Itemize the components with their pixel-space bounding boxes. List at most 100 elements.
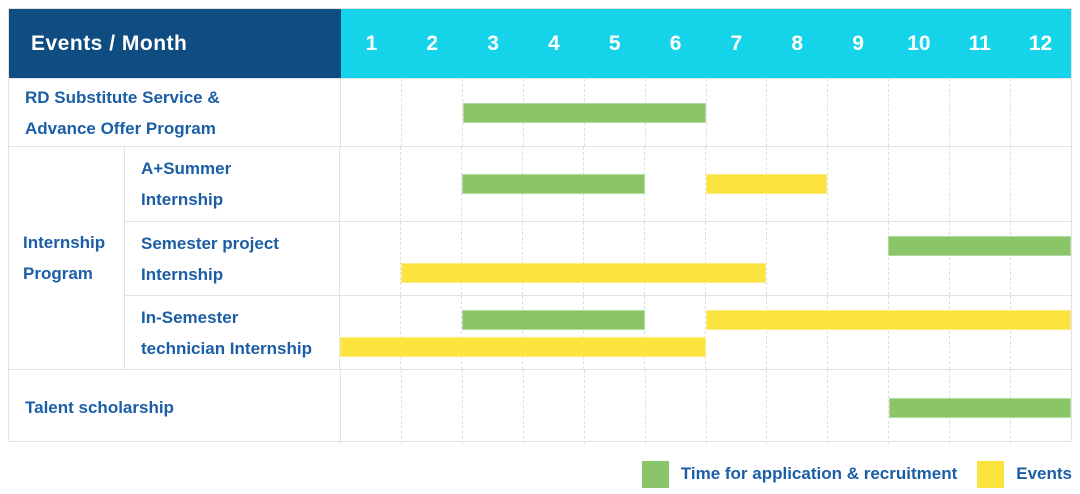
month-gridline-cell: [523, 222, 584, 295]
month-gridline-cell: [463, 370, 524, 444]
month-gridlines: [341, 79, 1071, 146]
month-gridline-cell: [462, 222, 523, 295]
month-gridline-cell: [646, 370, 707, 444]
timeline-lane-area: [340, 222, 1071, 295]
month-gridlines: [340, 296, 1071, 369]
month-gridline-cell: [707, 79, 768, 146]
row-label-line: RD Substitute Service &: [25, 87, 220, 107]
month-header-cell: 10: [907, 31, 931, 55]
table-row: In-Semester technician Internship: [125, 295, 1071, 369]
month-gridline-cell: [584, 222, 645, 295]
month-gridline-cell: [341, 370, 402, 444]
month-header-cell: 8: [791, 31, 804, 55]
month-header-cell: 7: [730, 31, 743, 55]
row-label: Semester project Internship: [125, 222, 340, 295]
month-gridline-cell: [340, 147, 401, 221]
month-gridline-cell: [340, 296, 401, 369]
month-gridline-cell: [707, 370, 768, 444]
green-timeline-bar: [461, 310, 645, 330]
group-label: Internship Program: [9, 147, 125, 369]
yellow-timeline-bar: [340, 337, 706, 357]
month-header-cell: 1: [365, 31, 378, 55]
green-timeline-bar: [888, 236, 1071, 256]
row-label-line: In-Semester: [141, 307, 239, 327]
month-gridline-cell: [402, 370, 463, 444]
month-gridline-cell: [706, 222, 767, 295]
legend-label: Events: [1016, 464, 1072, 483]
group-label-line: Program: [23, 264, 93, 283]
timeline-lane-area: [340, 147, 1071, 221]
timeline-lane-area: [340, 296, 1071, 369]
month-gridline-cell: [1011, 147, 1071, 221]
month-header-cell: 11: [968, 31, 991, 55]
month-gridline-cell: [523, 296, 584, 369]
month-header-cell: 12: [1028, 31, 1053, 55]
green-timeline-bar: [888, 398, 1071, 418]
month-gridline-cell: [340, 222, 401, 295]
table-group-row: Internship Program A+Summer Internship Semes…: [9, 146, 1071, 369]
row-label: Talent scholarship: [9, 370, 341, 444]
legend-item: Time for application & recruitment: [641, 460, 957, 488]
month-header-cell: 9: [852, 31, 864, 55]
month-header-cell: 4: [548, 31, 560, 55]
row-label: In-Semester technician Internship: [125, 296, 340, 369]
month-gridline-cell: [1011, 79, 1071, 146]
table-body: RD Substitute Service & Advance Offer Pro…: [9, 78, 1071, 444]
row-label-line: technician Internship: [141, 338, 312, 358]
month-gridline-cell: [828, 79, 890, 146]
month-gridline-cell: [828, 370, 890, 444]
timeline-lane-area: [341, 79, 1071, 146]
month-gridline-cell: [645, 296, 706, 369]
month-header-cell: 3: [487, 31, 499, 55]
table-header-row: Events / Month 1 2 3 4 5 6 7 8 9 10 11 12: [9, 9, 1071, 78]
month-header-cell: 5: [608, 31, 621, 55]
month-gridlines: [340, 222, 1071, 295]
month-header-cell: 2: [426, 31, 439, 55]
row-label: A+Summer Internship: [125, 147, 340, 221]
row-label-line: Internship: [141, 264, 224, 284]
month-gridline-cell: [828, 222, 889, 295]
month-gridline-cell: [767, 296, 828, 369]
green-timeline-bar: [462, 103, 706, 123]
month-gridline-cell: [1011, 296, 1071, 369]
row-label-line: A+Summer: [141, 159, 232, 178]
month-gridline-cell: [828, 147, 889, 221]
table-row: RD Substitute Service & Advance Offer Pro…: [9, 78, 1071, 146]
timeline-lane-area: [341, 370, 1071, 444]
events-month-header-cell: Events / Month: [9, 9, 341, 78]
month-gridline-cell: [950, 296, 1011, 369]
month-gridline-cell: [889, 147, 950, 221]
month-gridline-cell: [645, 222, 706, 295]
group-sub-rows: A+Summer Internship Semester project Intern…: [125, 147, 1071, 369]
month-gridline-cell: [889, 222, 950, 295]
legend: Time for application & recruitment Events: [641, 458, 1072, 490]
row-label: RD Substitute Service & Advance Offer Pro…: [9, 79, 341, 146]
month-gridline-cell: [584, 296, 645, 369]
month-gridline-cell: [889, 296, 950, 369]
green-legend-swatch-icon: [641, 460, 669, 488]
month-gridline-cell: [767, 370, 829, 444]
month-gridline-cell: [401, 296, 462, 369]
month-gridline-cell: [1011, 222, 1071, 295]
month-gridline-cell: [524, 370, 585, 444]
month-gridline-cell: [950, 222, 1011, 295]
row-label-line: Semester project: [141, 233, 279, 253]
month-gridline-cell: [401, 222, 462, 295]
group-label-line: Internship: [23, 233, 106, 252]
month-gridline-cell: [462, 296, 523, 369]
month-gridline-cell: [950, 79, 1012, 146]
month-header-cell: 6: [669, 31, 682, 55]
month-gridline-cell: [767, 222, 828, 295]
month-gridline-cell: [341, 79, 402, 146]
month-gridline-cell: [402, 79, 463, 146]
table-row: A+Summer Internship: [125, 147, 1071, 221]
month-header-strip: 1 2 3 4 5 6 7 8 9 10 11 12: [341, 9, 1071, 78]
yellow-timeline-bar: [705, 174, 828, 194]
table-row: Talent scholarship: [9, 369, 1071, 444]
yellow-legend-swatch-icon: [977, 460, 1005, 488]
month-gridline-cell: [950, 147, 1011, 221]
events-month-table: Events / Month 1 2 3 4 5 6 7 8 9 10 11 12 RD Substi…: [8, 8, 1072, 444]
month-gridline-cell: [646, 79, 707, 146]
yellow-timeline-bar: [400, 263, 767, 283]
